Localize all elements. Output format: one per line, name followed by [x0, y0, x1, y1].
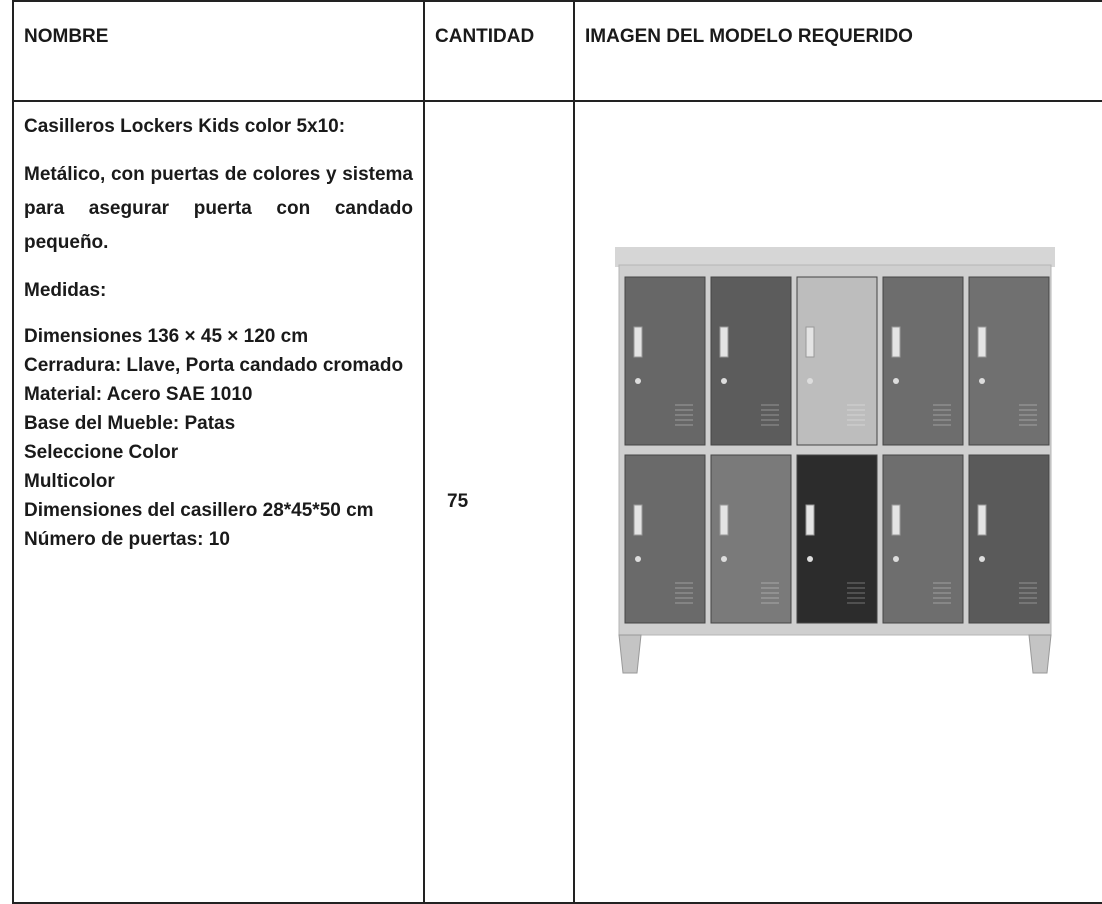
- measures-label: Medidas:: [24, 280, 107, 301]
- locker-part: [721, 378, 727, 384]
- locker-part: [624, 276, 706, 446]
- locker-part: [618, 634, 642, 674]
- locker-part: [805, 504, 815, 536]
- locker-part: [635, 556, 641, 562]
- locker-part: [719, 326, 729, 358]
- locker-part: [710, 276, 792, 446]
- locker-part: [807, 556, 813, 562]
- locker-part: [893, 556, 899, 562]
- locker-part: [968, 276, 1050, 446]
- locker-part: [633, 326, 643, 358]
- locker-part: [805, 326, 815, 358]
- locker-part: [807, 378, 813, 384]
- header-row: NOMBRE CANTIDAD IMAGEN DEL MODELO REQUER…: [12, 0, 1102, 102]
- locker-part: [796, 276, 878, 446]
- header-cell: IMAGEN DEL MODELO REQUERIDO: [573, 0, 1102, 102]
- locker-part: [882, 276, 964, 446]
- spec-line: Dimensiones del casillero 28*45*50 cm: [24, 500, 374, 521]
- locker-part: [979, 556, 985, 562]
- spec-line: Multicolor: [24, 471, 115, 492]
- description-cell: Casilleros Lockers Kids color 5x10: Metá…: [12, 100, 425, 904]
- locker-part: [979, 378, 985, 384]
- image-cell: [573, 100, 1102, 904]
- locker-image: [615, 247, 1055, 674]
- spec-line: Dimensiones 136 × 45 × 120 cm: [24, 326, 309, 347]
- spec-line: Seleccione Color: [24, 442, 179, 463]
- locker-part: [977, 504, 987, 536]
- spec-line: Base del Mueble: Patas: [24, 413, 236, 434]
- locker-part: [635, 378, 641, 384]
- spec-line: Material: Acero SAE 1010: [24, 384, 253, 405]
- item-title: Casilleros Lockers Kids color 5x10:: [24, 116, 346, 137]
- spec-list: Dimensiones 136 × 45 × 120 cm Cerradura: …: [24, 322, 413, 554]
- header-cell: NOMBRE: [12, 0, 425, 102]
- body-row: Casilleros Lockers Kids color 5x10: Metá…: [12, 100, 1102, 904]
- requirements-table: NOMBRE CANTIDAD IMAGEN DEL MODELO REQUER…: [12, 0, 1102, 904]
- locker-part: [615, 247, 1055, 267]
- locker-part: [1028, 634, 1052, 674]
- locker-part: [710, 454, 792, 624]
- locker-part: [893, 378, 899, 384]
- locker-part: [624, 454, 706, 624]
- locker-part: [721, 556, 727, 562]
- locker-part: [977, 326, 987, 358]
- locker-part: [796, 454, 878, 624]
- locker-part: [891, 504, 901, 536]
- locker-part: [882, 454, 964, 624]
- locker-part: [633, 504, 643, 536]
- locker-drawing: [615, 247, 1055, 674]
- locker-part: [891, 326, 901, 358]
- locker-part: [719, 504, 729, 536]
- locker-part: [968, 454, 1050, 624]
- item-description: Metálico, con puertas de colores y siste…: [24, 164, 413, 253]
- quantity-cell: 75: [423, 100, 575, 904]
- spec-line: Número de puertas: 10: [24, 529, 230, 550]
- spec-line: Cerradura: Llave, Porta candado cromado: [24, 355, 404, 376]
- header-cell: CANTIDAD: [423, 0, 575, 102]
